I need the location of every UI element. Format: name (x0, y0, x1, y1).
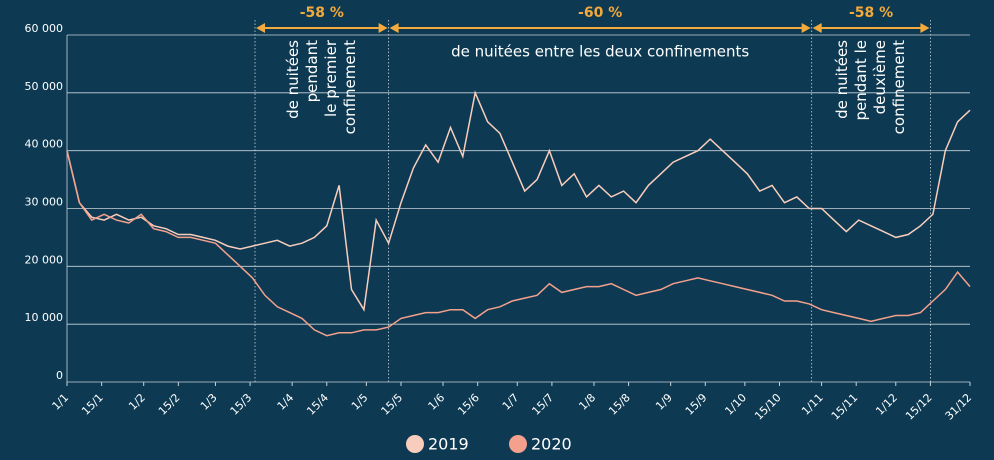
legend-swatch (509, 435, 527, 453)
x-tick-label: 1/7 (500, 391, 522, 413)
series-line (66, 150, 971, 337)
y-tick-label: 10 000 (25, 311, 64, 324)
x-tick-label: 15/12 (903, 391, 935, 423)
x-tick-label: 15/11 (829, 391, 861, 423)
period-label: -58 % (300, 5, 344, 21)
y-tick-label: 50 000 (25, 80, 64, 93)
period-text: pendant le (852, 40, 870, 121)
x-tick-label: 15/6 (455, 391, 482, 418)
period-label: -60 % (578, 5, 622, 21)
x-tick-label: 15/1 (79, 391, 106, 418)
y-tick-label: 20 000 (25, 253, 64, 266)
series-line (66, 90, 971, 312)
period-text: pendant (303, 40, 321, 102)
period-text: le premier (322, 39, 340, 117)
y-tick-label: 40 000 (25, 138, 64, 151)
x-tick-label: 1/6 (426, 391, 448, 413)
x-tick-label: 31/12 (943, 391, 975, 423)
y-tick-label: 0 (56, 369, 63, 382)
x-tick-label: 15/9 (683, 391, 710, 418)
x-tick-label: 1/2 (126, 391, 148, 413)
period-text: de nuitées (833, 40, 851, 119)
x-tick-label: 1/11 (799, 391, 826, 418)
x-tick-label: 15/3 (228, 391, 255, 418)
x-tick-label: 1/5 (349, 391, 371, 413)
period-text: de nuitées entre les deux confinements (451, 43, 749, 61)
legend-label: 2020 (531, 435, 572, 454)
x-tick-label: 15/2 (156, 391, 183, 418)
x-tick-label: 1/10 (722, 391, 749, 418)
legend-swatch (406, 435, 424, 453)
x-tick-label: 15/7 (529, 391, 556, 418)
x-tick-label: 1/1 (50, 391, 72, 413)
period-text: confinement (341, 40, 359, 134)
period-label: -58 % (849, 5, 893, 21)
x-tick-label: 1/9 (653, 391, 675, 413)
period-text: deuxième (871, 40, 889, 114)
y-tick-label: 30 000 (25, 196, 64, 209)
x-tick-label: 15/10 (752, 391, 784, 423)
legend-label: 2019 (428, 435, 469, 454)
period-text: de nuitées (284, 40, 302, 119)
x-tick-label: 15/4 (304, 391, 331, 418)
x-tick-label: 1/3 (198, 391, 220, 413)
x-tick-label: 1/4 (275, 391, 297, 413)
x-tick-label: 15/5 (379, 391, 406, 418)
x-tick-label: 1/8 (576, 391, 598, 413)
x-tick-label: 15/8 (606, 391, 633, 418)
y-tick-label: 60 000 (25, 22, 64, 35)
x-tick-label: 1/12 (873, 391, 900, 418)
period-text: confinement (890, 40, 908, 134)
